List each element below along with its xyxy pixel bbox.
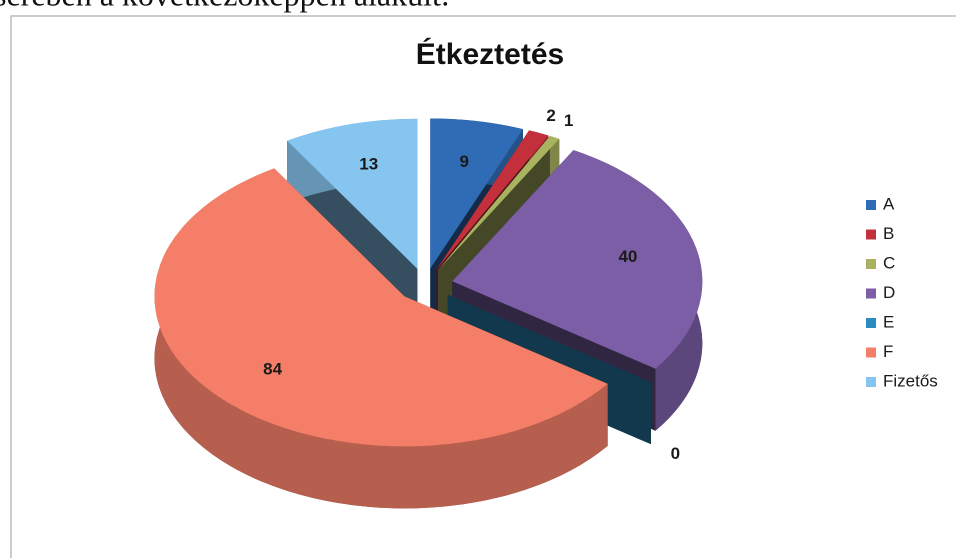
slice [154,168,608,447]
data-label: 2 [546,106,555,125]
legend-swatch [866,318,876,328]
slice-edge [154,168,608,509]
slice [287,118,418,269]
data-label: 40 [618,247,637,266]
chart-frame [10,15,956,558]
pie: 9 2 1 40 0 84 13 [154,106,703,509]
document-text: serében a következőképpen alakult: [0,0,450,12]
chart-title: Étkeztetés [416,37,564,71]
legend-swatch [866,347,876,358]
legend-label: C [883,253,895,272]
legend-label: A [883,194,895,213]
slice [430,118,523,269]
legend-label: B [883,224,894,243]
data-label: 1 [564,111,573,130]
legend-swatch [866,229,876,240]
legend-swatch [866,200,876,210]
legend-label: E [883,312,894,331]
data-label: 84 [263,359,282,378]
slice [438,135,560,271]
legend-label: D [883,283,895,302]
slice [447,294,651,383]
data-label: 9 [459,152,468,171]
legend-swatch [866,259,876,269]
data-label: 13 [359,154,378,173]
legend-label: Fizetős [883,371,938,390]
data-label: 0 [671,444,680,463]
slice [436,130,549,270]
legend-label: F [883,342,893,361]
legend-swatch [866,288,876,299]
slice [452,150,703,369]
legend-swatch [866,377,876,387]
